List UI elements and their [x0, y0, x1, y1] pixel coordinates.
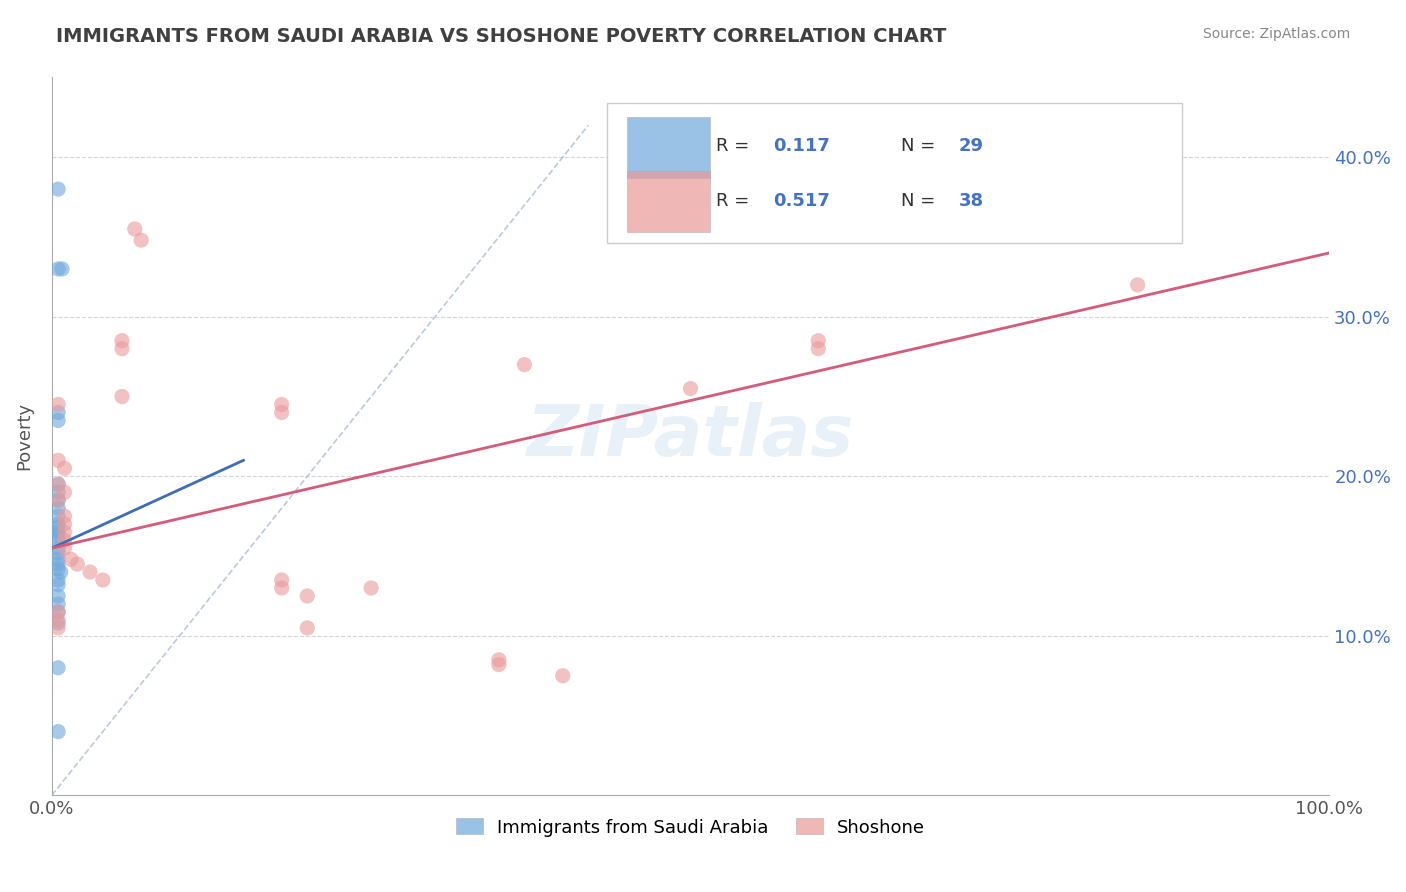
FancyBboxPatch shape: [627, 117, 710, 178]
Point: [51, 261, 73, 276]
Point: [53, 533, 76, 548]
Point: [124, 222, 146, 236]
Point: [46, 520, 69, 534]
Point: [46, 517, 69, 532]
Text: 0.517: 0.517: [773, 192, 831, 210]
Point: [360, 581, 382, 595]
Point: [59, 552, 82, 566]
Point: [46, 509, 69, 524]
Y-axis label: Poverty: Poverty: [15, 402, 32, 470]
Point: [46, 541, 69, 555]
Point: [53, 541, 76, 555]
Text: R =: R =: [716, 192, 755, 210]
FancyBboxPatch shape: [607, 103, 1182, 243]
Point: [46, 605, 69, 619]
Point: [46, 557, 69, 571]
Point: [46, 261, 69, 276]
Point: [46, 562, 69, 576]
Point: [46, 453, 69, 467]
Text: Source: ZipAtlas.com: Source: ZipAtlas.com: [1202, 27, 1350, 41]
Point: [270, 405, 292, 419]
Point: [46, 525, 69, 540]
Point: [297, 589, 319, 603]
Text: 38: 38: [959, 192, 984, 210]
Text: N =: N =: [901, 136, 941, 154]
Point: [46, 405, 69, 419]
Text: N =: N =: [901, 192, 941, 210]
Point: [111, 334, 134, 348]
Point: [46, 578, 69, 592]
Point: [46, 477, 69, 491]
Point: [46, 661, 69, 675]
Point: [46, 573, 69, 587]
Point: [46, 413, 69, 427]
Point: [46, 546, 69, 560]
Point: [46, 485, 69, 500]
Point: [53, 509, 76, 524]
Point: [46, 589, 69, 603]
Point: [53, 517, 76, 532]
Point: [53, 485, 76, 500]
Point: [111, 342, 134, 356]
Point: [53, 461, 76, 475]
Text: 0.117: 0.117: [773, 136, 831, 154]
Point: [46, 501, 69, 516]
Point: [53, 525, 76, 540]
Point: [270, 581, 292, 595]
Point: [91, 573, 114, 587]
Point: [111, 390, 134, 404]
Point: [46, 605, 69, 619]
Point: [1126, 277, 1149, 292]
Point: [46, 533, 69, 548]
Point: [46, 724, 69, 739]
Point: [46, 493, 69, 508]
Text: IMMIGRANTS FROM SAUDI ARABIA VS SHOSHONE POVERTY CORRELATION CHART: IMMIGRANTS FROM SAUDI ARABIA VS SHOSHONE…: [56, 27, 946, 45]
Point: [488, 657, 510, 672]
Text: R =: R =: [716, 136, 755, 154]
Point: [49, 565, 72, 579]
Point: [807, 342, 830, 356]
Point: [807, 334, 830, 348]
Point: [46, 493, 69, 508]
Point: [66, 557, 89, 571]
Point: [46, 182, 69, 196]
Text: 29: 29: [959, 136, 984, 154]
Point: [46, 397, 69, 411]
Point: [46, 621, 69, 635]
Point: [129, 233, 152, 247]
Point: [297, 621, 319, 635]
Legend: Immigrants from Saudi Arabia, Shoshone: Immigrants from Saudi Arabia, Shoshone: [449, 811, 932, 844]
Point: [488, 653, 510, 667]
Point: [513, 358, 536, 372]
Point: [46, 613, 69, 627]
Point: [79, 565, 101, 579]
Point: [270, 397, 292, 411]
Text: ZIPatlas: ZIPatlas: [527, 402, 855, 471]
Point: [270, 573, 292, 587]
Point: [46, 528, 69, 542]
Point: [46, 616, 69, 631]
Point: [46, 477, 69, 491]
FancyBboxPatch shape: [627, 170, 710, 232]
Point: [46, 597, 69, 611]
Point: [679, 382, 702, 396]
Point: [46, 552, 69, 566]
Point: [551, 669, 574, 683]
